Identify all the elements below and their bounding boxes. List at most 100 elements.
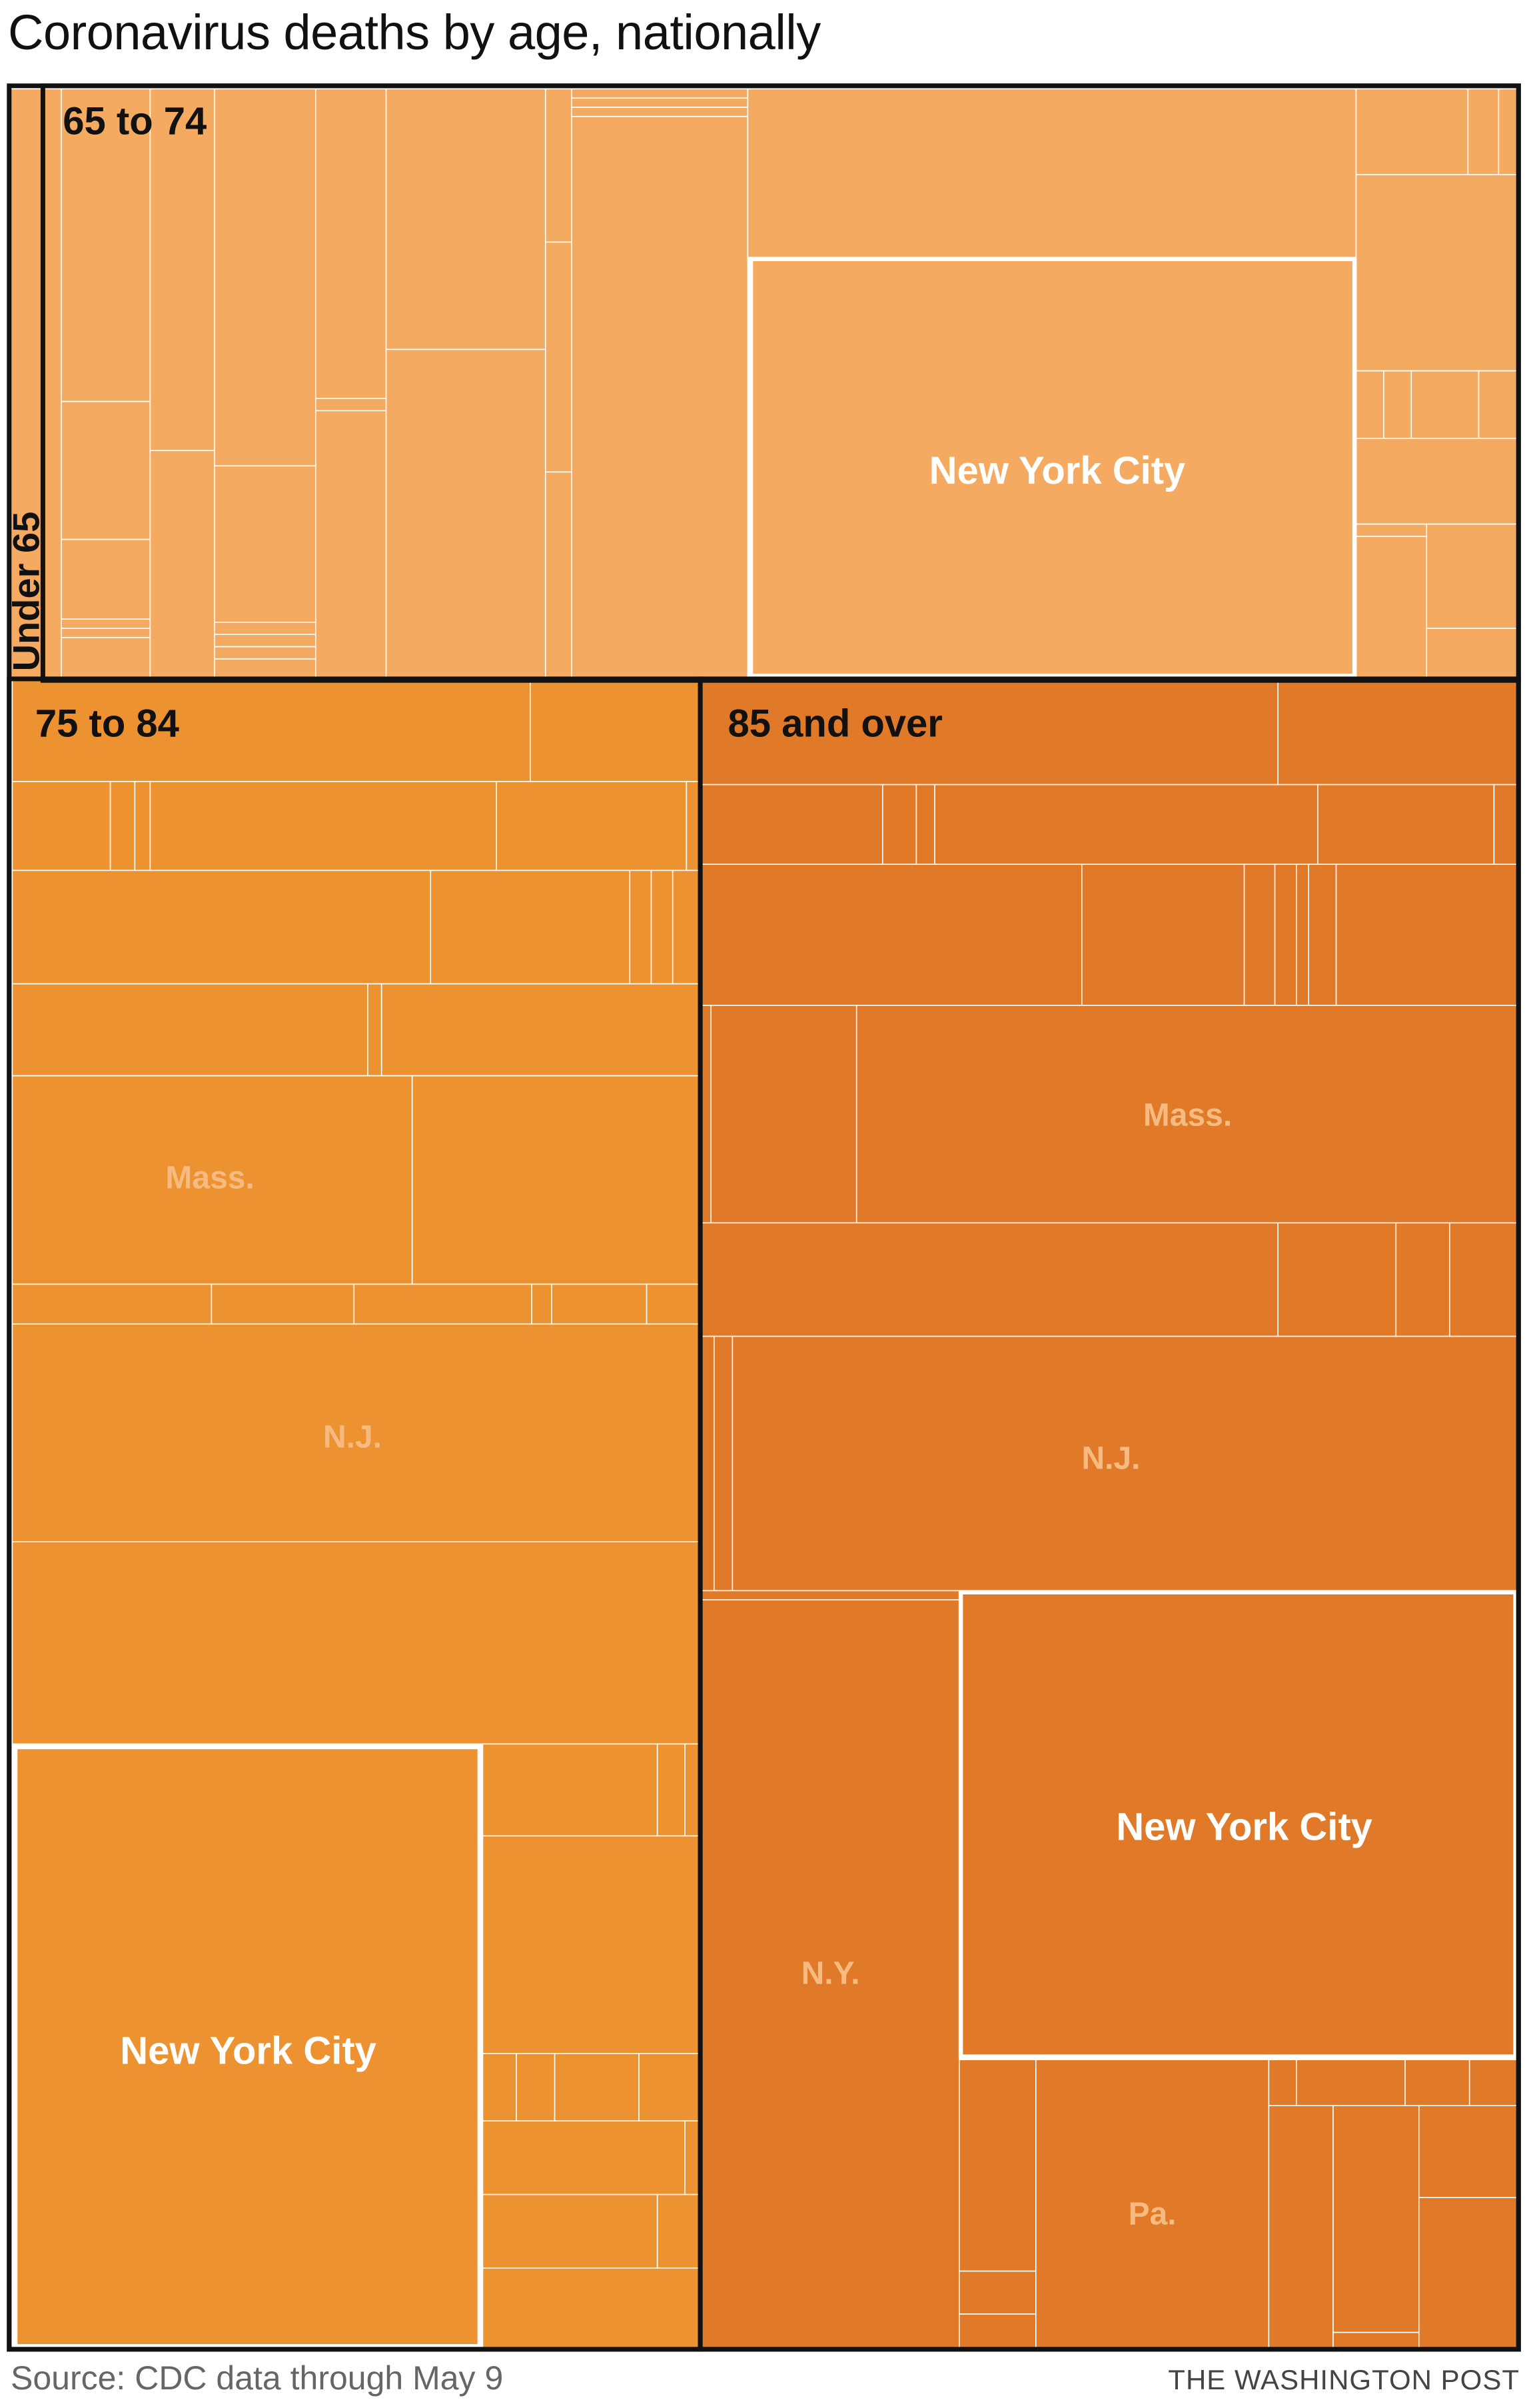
cell-65-to-74 bbox=[1355, 523, 1428, 537]
cell-65-to-74 bbox=[61, 636, 151, 678]
cell-85-and-over bbox=[701, 1005, 712, 1224]
cell-75-to-84 bbox=[11, 1323, 700, 1542]
label-state-nj: N.J. bbox=[323, 1419, 382, 1455]
cell-65-to-74 bbox=[61, 88, 151, 402]
cell-65-to-74 bbox=[747, 88, 1357, 259]
cell-65-to-74 bbox=[214, 465, 316, 623]
cell-85-and-over bbox=[1404, 2059, 1470, 2106]
source-note: Source: CDC data through May 9 bbox=[11, 2359, 504, 2397]
cell-75-to-84 bbox=[496, 781, 688, 872]
cell-75-to-84 bbox=[411, 1075, 700, 1285]
cell-85-and-over bbox=[934, 784, 1318, 865]
cell-85-and-over bbox=[1468, 2059, 1518, 2106]
cell-65-to-74 bbox=[1426, 628, 1520, 678]
cell-85-and-over bbox=[1395, 1222, 1450, 1337]
cell-65-to-74 bbox=[43, 88, 62, 678]
cell-65-to-74 bbox=[61, 400, 151, 540]
cell-65-to-74 bbox=[544, 241, 572, 473]
cell-65-to-74 bbox=[314, 398, 387, 412]
cell-75-to-84 bbox=[672, 870, 700, 985]
cell-65-to-74 bbox=[1355, 88, 1469, 175]
cell-75-to-84-nyc bbox=[15, 1746, 480, 2347]
cell-65-to-74 bbox=[544, 471, 572, 678]
cell-65-to-74 bbox=[571, 116, 749, 678]
cell-65-to-74 bbox=[214, 658, 316, 678]
cell-85-and-over bbox=[701, 1335, 715, 1592]
cell-85-and-over bbox=[1277, 1222, 1397, 1337]
cell-85-and-over bbox=[1081, 864, 1245, 1006]
cell-75-to-84 bbox=[529, 680, 700, 782]
cell-75-to-84 bbox=[656, 2193, 700, 2269]
cell-65-to-74 bbox=[214, 621, 316, 635]
group-label-65-to-74: 65 to 74 bbox=[63, 100, 207, 143]
cell-65-to-74 bbox=[1355, 370, 1384, 439]
cell-65-to-74 bbox=[1355, 174, 1520, 372]
label-state-nj: N.J. bbox=[1081, 1441, 1140, 1477]
cell-85-and-over bbox=[1335, 864, 1518, 1006]
highlight-outline bbox=[748, 257, 1357, 678]
cell-75-to-84 bbox=[11, 1541, 700, 1745]
cell-75-to-84 bbox=[554, 2053, 640, 2121]
group-label-75-to-84: 75 to 84 bbox=[35, 702, 179, 746]
cell-75-to-84 bbox=[367, 983, 382, 1077]
cell-85-and-over bbox=[701, 1590, 960, 1600]
label-new-york-city: New York City bbox=[120, 2029, 376, 2072]
cell-75-to-84 bbox=[11, 1075, 413, 1285]
cell-85-and-over bbox=[701, 680, 1279, 786]
cell-75-to-84 bbox=[646, 1283, 700, 1325]
cell-85-and-over bbox=[710, 1005, 857, 1224]
cell-65-to-74 bbox=[214, 646, 316, 660]
cell-75-to-84 bbox=[638, 2053, 700, 2121]
cell-85-and-over bbox=[1317, 784, 1495, 865]
cell-75-to-84 bbox=[516, 2053, 556, 2121]
cell-65-to-74 bbox=[61, 628, 151, 638]
cell-65-to-74 bbox=[1410, 370, 1480, 439]
cell-75-to-84 bbox=[551, 1283, 648, 1325]
cell-85-and-over bbox=[1243, 864, 1276, 1006]
cell-65-to-74 bbox=[385, 348, 546, 678]
cell-65-to-74 bbox=[149, 450, 215, 678]
cell-75-to-84 bbox=[684, 2120, 700, 2195]
highlight-outline bbox=[13, 1744, 482, 2349]
cell-65-to-74 bbox=[544, 88, 572, 243]
cell-85-and-over bbox=[1332, 2331, 1420, 2349]
cell-under-65 bbox=[9, 88, 45, 678]
cell-85-and-over bbox=[1268, 2059, 1297, 2106]
cell-85-and-over bbox=[701, 1222, 1279, 1337]
cell-75-to-84 bbox=[109, 781, 136, 872]
cell-85-and-over bbox=[1035, 2059, 1270, 2349]
cell-85-and-over bbox=[1277, 680, 1518, 786]
cell-85-and-over bbox=[1332, 2105, 1420, 2333]
cell-65-to-74 bbox=[314, 88, 387, 399]
cell-85-and-over bbox=[1268, 2105, 1334, 2349]
cell-65-to-74 bbox=[1383, 370, 1412, 439]
cell-85-and-over bbox=[959, 2270, 1037, 2315]
cell-85-and-over bbox=[959, 2313, 1037, 2349]
cell-75-to-84 bbox=[482, 2053, 517, 2121]
cell-65-to-74 bbox=[214, 88, 316, 466]
credit: THE WASHINGTON POST bbox=[1168, 2364, 1520, 2395]
cell-75-to-84 bbox=[650, 870, 674, 985]
cell-75-to-84 bbox=[482, 2120, 686, 2195]
cell-65-to-74 bbox=[571, 107, 749, 117]
cell-85-and-over bbox=[1296, 864, 1310, 1006]
cell-65-to-74-nyc bbox=[750, 258, 1356, 677]
cell-85-and-over bbox=[1274, 864, 1297, 1006]
cell-75-to-84 bbox=[380, 983, 700, 1077]
cell-65-to-74 bbox=[149, 88, 215, 451]
cell-65-to-74 bbox=[385, 88, 546, 350]
cell-85-and-over bbox=[701, 1599, 960, 2349]
cell-65-to-74 bbox=[61, 618, 151, 629]
chart-title: Coronavirus deaths by age, nationally bbox=[8, 5, 821, 60]
cell-75-to-84 bbox=[482, 2267, 700, 2349]
cell-65-to-74 bbox=[571, 88, 749, 99]
group-label-85-and-over: 85 and over bbox=[728, 702, 943, 746]
cell-85-and-over bbox=[1493, 784, 1518, 865]
cell-85-and-over bbox=[959, 2059, 1037, 2272]
cell-85-and-over bbox=[1308, 864, 1337, 1006]
cell-85-and-over-nyc bbox=[960, 1591, 1516, 2058]
cell-75-to-84 bbox=[482, 2193, 658, 2269]
cell-85-and-over bbox=[1449, 1222, 1518, 1337]
cell-75-to-84 bbox=[531, 1283, 552, 1325]
